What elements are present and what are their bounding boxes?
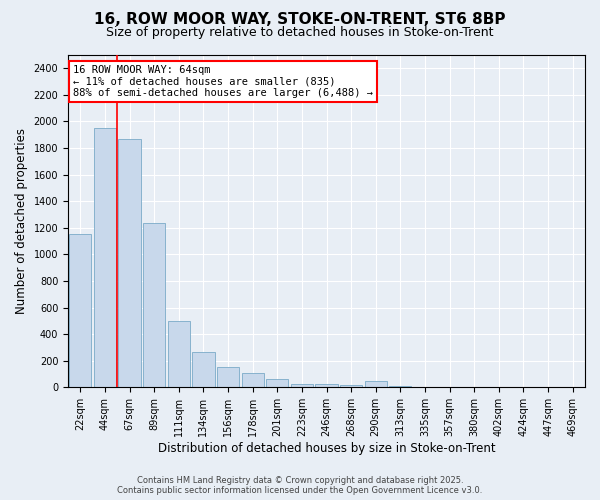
Bar xyxy=(193,352,215,388)
Bar xyxy=(389,386,412,388)
Bar xyxy=(242,374,264,388)
Y-axis label: Number of detached properties: Number of detached properties xyxy=(15,128,28,314)
Bar xyxy=(118,139,140,388)
Bar xyxy=(316,384,338,388)
Bar xyxy=(69,234,91,388)
Bar xyxy=(266,380,289,388)
Bar xyxy=(439,387,461,388)
Bar xyxy=(168,321,190,388)
Text: Contains HM Land Registry data © Crown copyright and database right 2025.
Contai: Contains HM Land Registry data © Crown c… xyxy=(118,476,482,495)
X-axis label: Distribution of detached houses by size in Stoke-on-Trent: Distribution of detached houses by size … xyxy=(158,442,496,455)
Bar xyxy=(143,222,165,388)
Bar xyxy=(340,384,362,388)
Bar xyxy=(94,128,116,388)
Bar xyxy=(291,384,313,388)
Bar xyxy=(365,380,387,388)
Text: 16 ROW MOOR WAY: 64sqm
← 11% of detached houses are smaller (835)
88% of semi-de: 16 ROW MOOR WAY: 64sqm ← 11% of detached… xyxy=(73,65,373,98)
Bar xyxy=(217,368,239,388)
Text: Size of property relative to detached houses in Stoke-on-Trent: Size of property relative to detached ho… xyxy=(106,26,494,39)
Text: 16, ROW MOOR WAY, STOKE-ON-TRENT, ST6 8BP: 16, ROW MOOR WAY, STOKE-ON-TRENT, ST6 8B… xyxy=(94,12,506,28)
Bar xyxy=(414,386,436,388)
